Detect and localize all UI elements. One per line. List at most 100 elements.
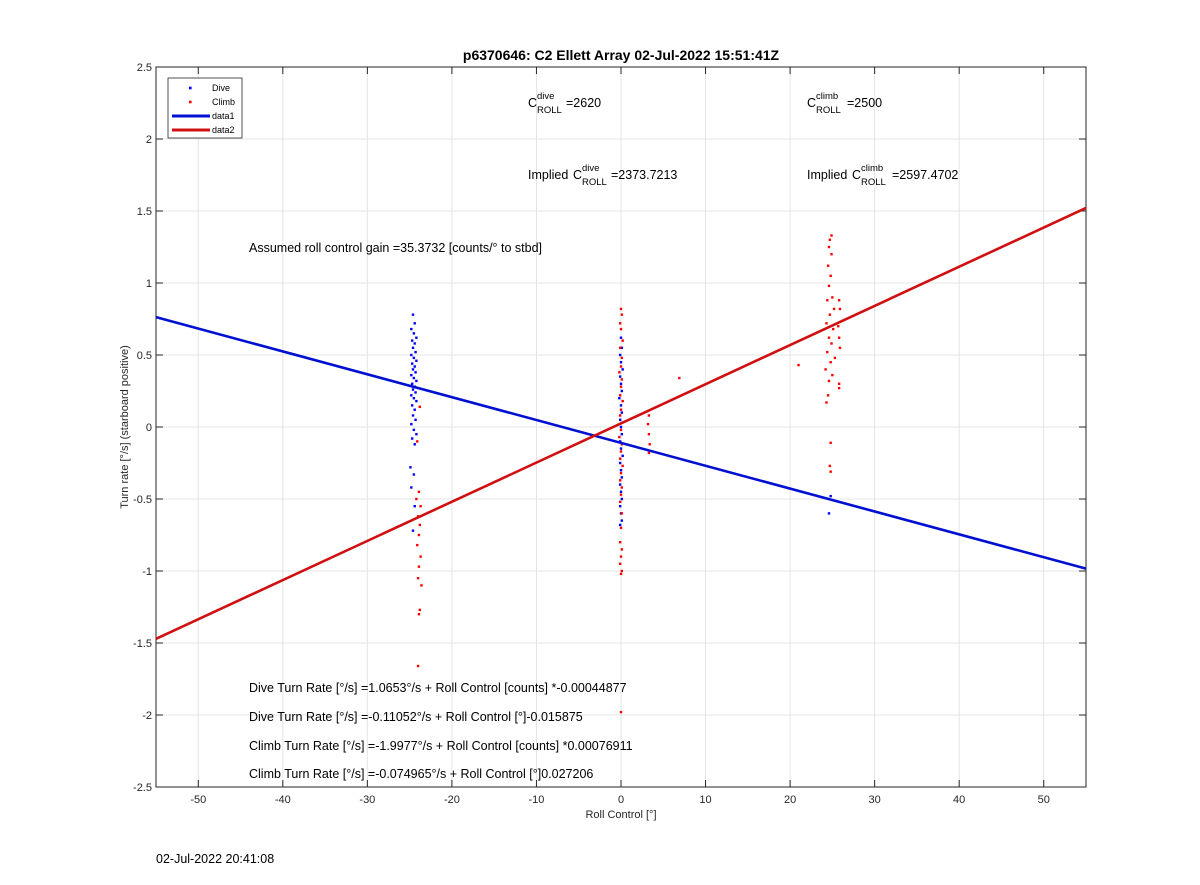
dive-croll-annotation: C dive ROLL =2620 (528, 91, 601, 116)
climb-point (829, 274, 832, 277)
climb-point (417, 533, 421, 537)
legend-label: Dive (212, 83, 230, 93)
climb-point (646, 422, 650, 426)
climb-point (418, 405, 421, 409)
dive-point (415, 336, 418, 339)
dive-point (619, 490, 623, 493)
dive-point (619, 361, 623, 364)
svg-text:C: C (573, 168, 582, 182)
svg-text:ROLL: ROLL (537, 105, 562, 116)
svg-text:ROLL: ROLL (582, 177, 607, 188)
dive-point (618, 505, 622, 508)
climb-point (620, 548, 624, 551)
climb-point (832, 327, 835, 331)
x-tick-label: -50 (190, 794, 206, 806)
dive-point (410, 362, 414, 365)
climb-point (417, 565, 421, 568)
x-tick-label: -30 (359, 794, 375, 806)
climb-point (829, 470, 832, 473)
y-tick-label: -0.5 (133, 494, 152, 506)
dive-point (619, 336, 623, 339)
climb-point (648, 443, 651, 446)
climb-point (619, 307, 623, 311)
climb-point (419, 505, 422, 508)
climb-point (618, 394, 622, 397)
dive-point (415, 399, 418, 403)
footer-timestamp: 02-Jul-2022 20:41:08 (156, 852, 275, 866)
svg-text:dive: dive (537, 91, 554, 102)
climb-croll-annotation: C climb ROLL =2500 (807, 91, 882, 116)
dive-point (413, 365, 416, 368)
dive-point (619, 382, 623, 385)
dive-point (410, 382, 414, 385)
svg-text:ROLL: ROLL (816, 105, 841, 116)
climb-equation-counts: Climb Turn Rate [°/s] =-1.9977°/s + Roll… (249, 739, 633, 753)
climb-point (619, 327, 623, 331)
climb-point (827, 284, 831, 288)
y-tick-label: 0 (146, 422, 152, 434)
climb-point (618, 346, 622, 349)
dive-point (620, 519, 624, 522)
dive-point (413, 408, 416, 411)
dive-point (412, 428, 416, 432)
climb-point (825, 322, 828, 325)
dive-point (409, 466, 412, 469)
climb-point (618, 500, 622, 504)
dive-point (618, 483, 622, 486)
dive-point (829, 494, 832, 498)
scatter-points (409, 234, 842, 714)
climb-point (829, 361, 832, 364)
climb-point (618, 435, 621, 439)
climb-point (825, 401, 828, 404)
dive-point (619, 404, 623, 407)
climb-point (419, 555, 422, 558)
legend-label: data1 (212, 111, 235, 121)
climb-point (830, 234, 833, 237)
climb-equation-degrees: Climb Turn Rate [°/s] =-0.074965°/s + Ro… (249, 767, 593, 781)
dive-point (413, 342, 416, 345)
dive-point (411, 368, 415, 371)
dive-point (620, 346, 624, 349)
y-tick-label: -1 (142, 566, 152, 578)
dive-point (411, 346, 415, 349)
climb-point (838, 307, 842, 311)
dive-point (411, 388, 415, 391)
svg-text:C: C (807, 96, 816, 110)
climb-point (831, 373, 834, 377)
climb-point (619, 493, 623, 496)
svg-text:=2373.7213: =2373.7213 (611, 168, 677, 182)
climb-point (831, 296, 834, 299)
y-tick-label: 2.5 (137, 62, 152, 74)
climb-point (837, 299, 841, 302)
dive-point (414, 418, 417, 421)
dive-point (618, 418, 622, 421)
climb-point (837, 325, 840, 328)
climb-point (838, 346, 842, 349)
dive-point (410, 327, 413, 331)
x-tick-label: 0 (618, 794, 624, 806)
dive-point (414, 391, 417, 394)
svg-text:climb: climb (861, 163, 883, 174)
dive-point (415, 379, 418, 383)
dive-point (413, 505, 416, 508)
svg-text:ROLL: ROLL (861, 177, 886, 188)
dive-point (412, 473, 416, 476)
climb-point (619, 555, 623, 558)
dive-point (410, 437, 414, 440)
climb-point (618, 371, 621, 374)
x-tick-label: -40 (275, 794, 291, 806)
svg-text:Implied: Implied (528, 168, 568, 182)
climb-point (830, 342, 833, 345)
dive-equation-degrees: Dive Turn Rate [°/s] =-0.11052°/s + Roll… (249, 710, 583, 724)
climb-point (829, 441, 832, 445)
y-axis-title: Turn rate [°/s] (starboard positive) (119, 345, 131, 509)
dive-point (618, 461, 622, 465)
legend-label: data2 (212, 125, 235, 135)
fit-line-data2 (155, 206, 1087, 641)
dive-point (411, 414, 415, 417)
climb-point (621, 399, 624, 403)
y-tick-label: -2 (142, 710, 152, 722)
svg-text:=2620: =2620 (566, 96, 601, 110)
climb-point (619, 428, 623, 432)
climb-point (621, 464, 624, 468)
